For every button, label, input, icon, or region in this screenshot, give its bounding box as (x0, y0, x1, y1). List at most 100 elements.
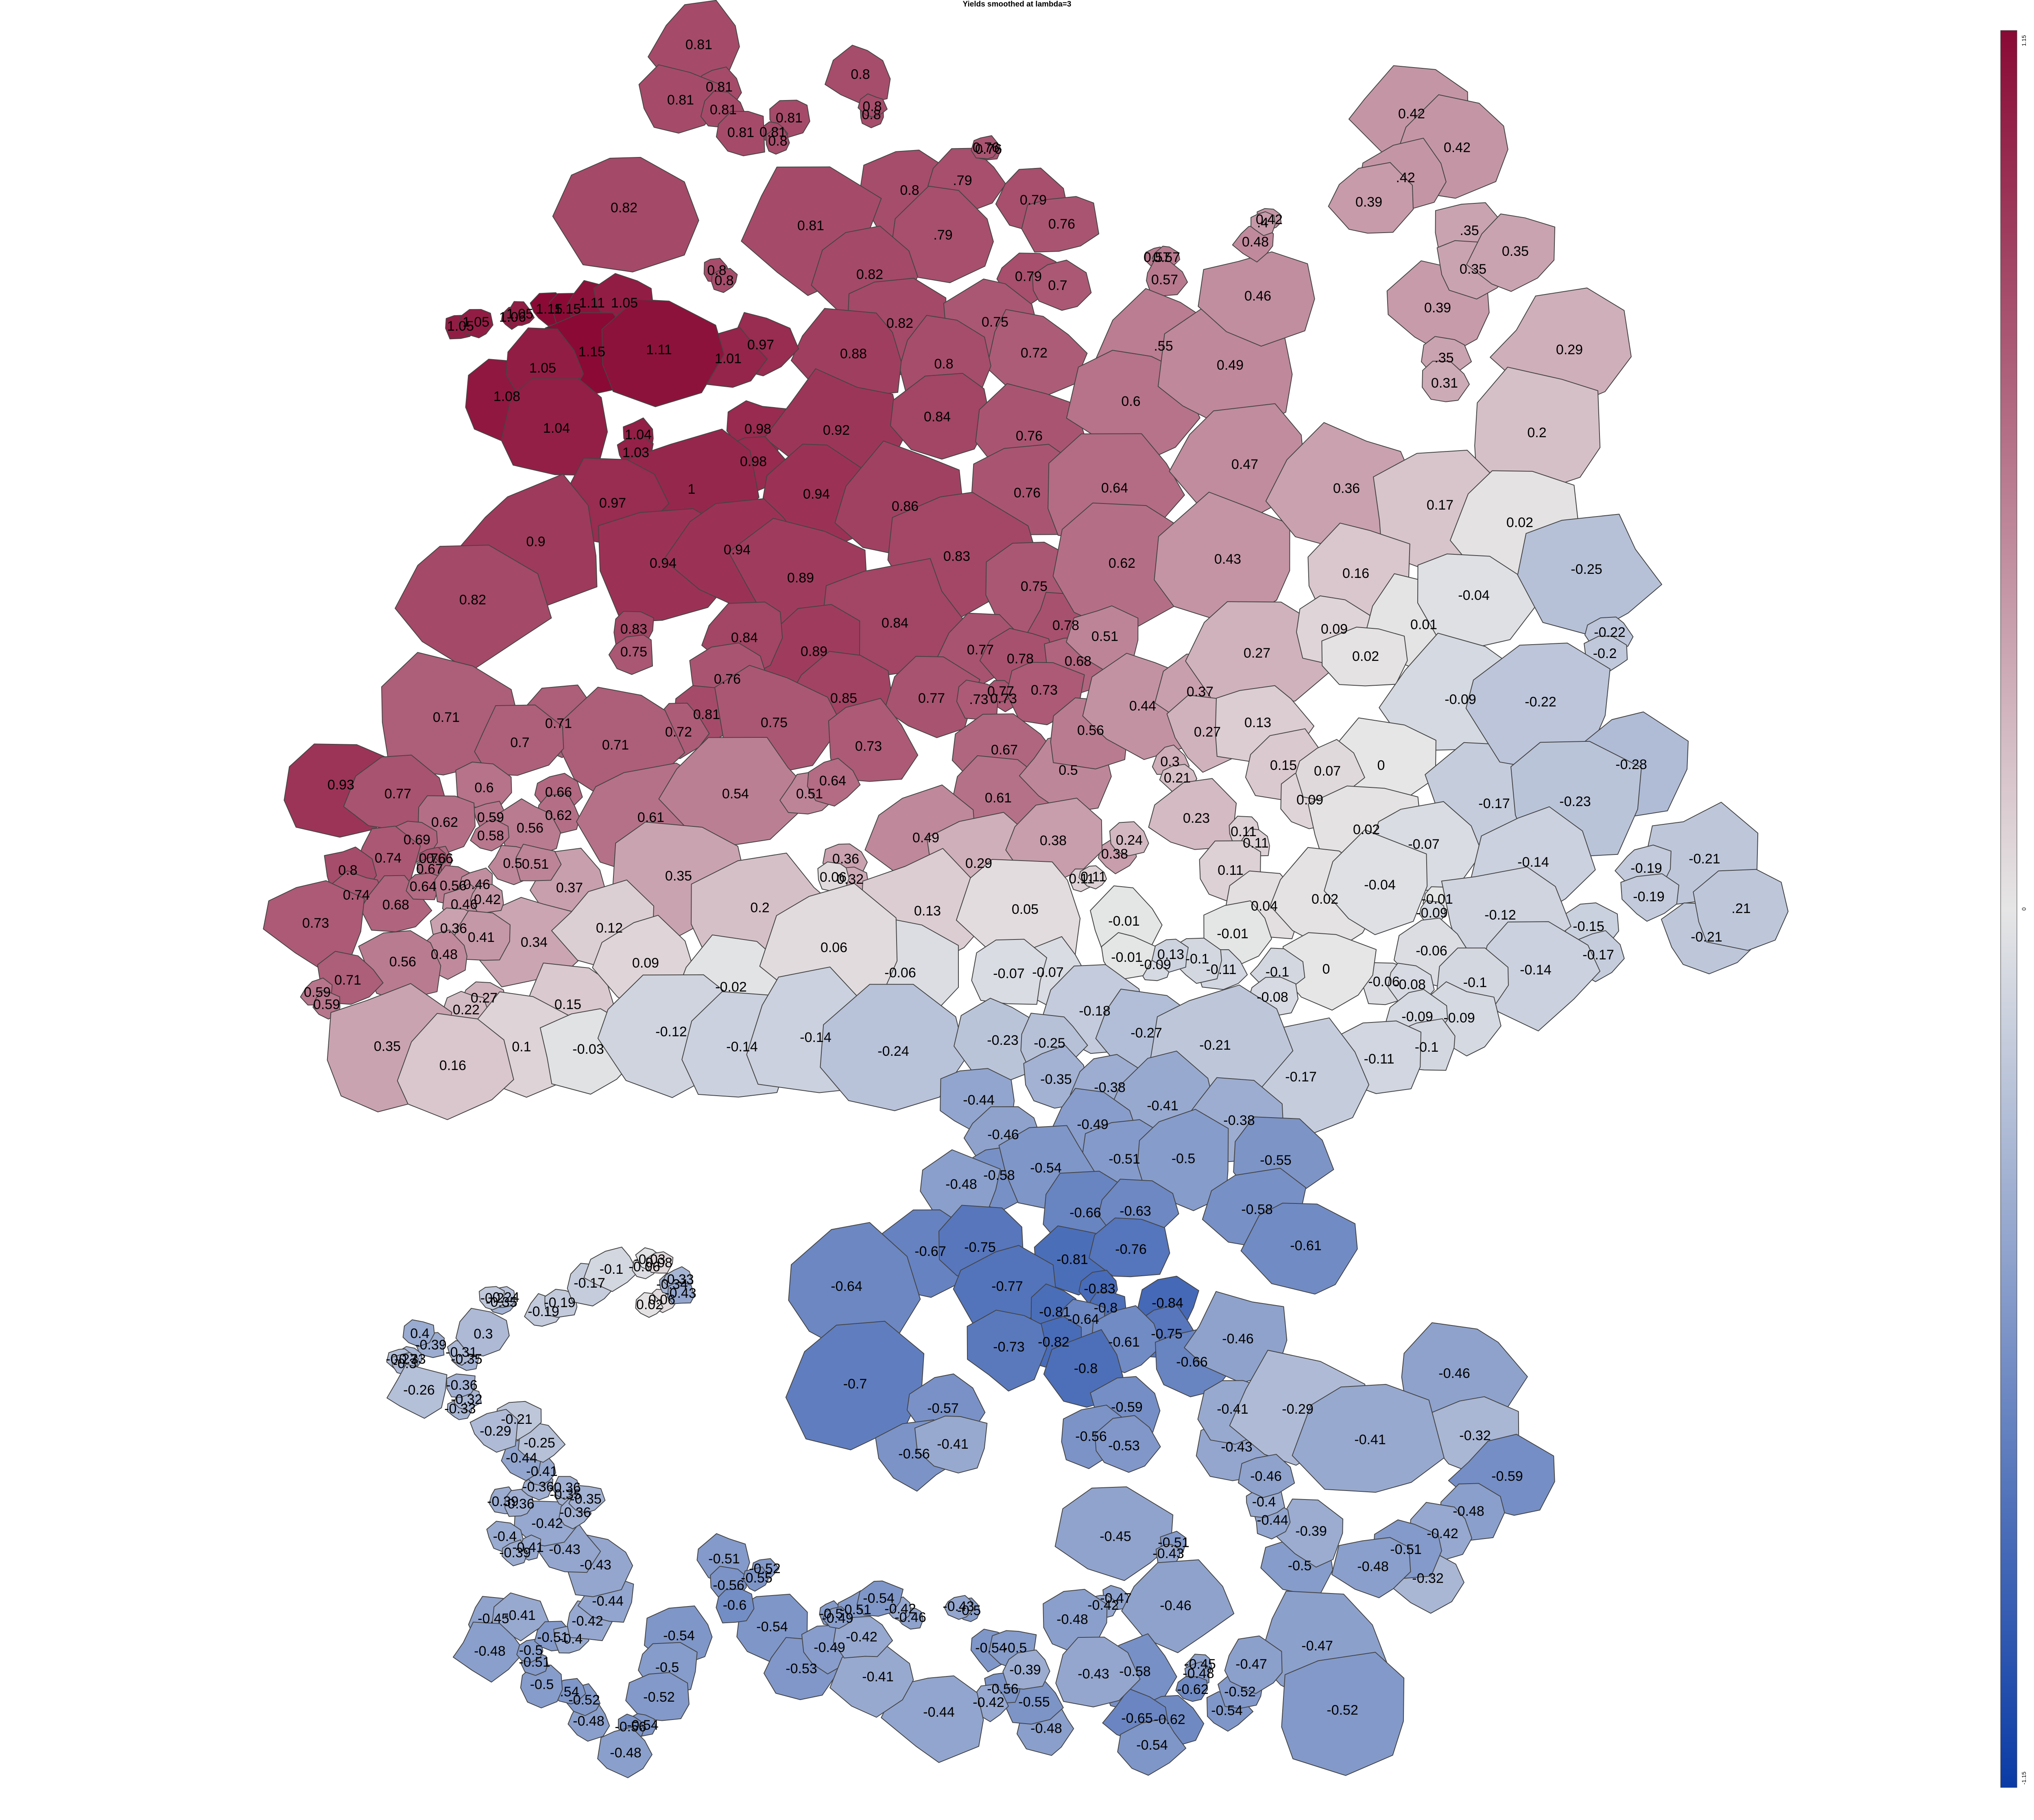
region-value-label: 1.04 (625, 427, 652, 442)
region-value-label: -0.07 (1408, 837, 1440, 852)
region-value-label: -0.51 (1390, 1542, 1422, 1557)
region-405 (446, 1373, 476, 1398)
region-319 (1238, 1454, 1295, 1498)
region-value-label: 0.81 (759, 124, 786, 140)
region-value-label: 1.08 (493, 389, 520, 404)
region-value-label: 0.71 (545, 716, 572, 731)
region-421 (583, 1247, 638, 1292)
region-value-label: 0.21 (1164, 770, 1191, 786)
region-value-label: 0.62 (1109, 556, 1135, 571)
region-value-label: -0.5 (957, 1603, 981, 1618)
region-value-label: -0.62 (1154, 1712, 1185, 1727)
region-value-label: 1.11 (579, 295, 605, 311)
region-132 (451, 910, 511, 961)
region-426 (635, 1292, 663, 1318)
region-value-label: -0.25 (1571, 562, 1602, 577)
regions-layer (263, 0, 1789, 1779)
colorbar: 1.15 0 -1.15 (2000, 30, 2027, 1788)
region-value-label: 0.78 (1007, 651, 1034, 667)
region-value-label: 0.76 (1048, 216, 1075, 232)
map-title: Yields smoothed at lambda=3 (962, 0, 1072, 9)
region-value-label: 0.77 (918, 691, 945, 706)
region-value-label: -0.5 (519, 1643, 543, 1658)
region-value-label: 0.2 (1527, 425, 1546, 440)
region-value-label: -0.47 (1301, 1638, 1333, 1654)
region-value-label: .79 (933, 227, 952, 243)
region-value-label: -0.17 (1285, 1069, 1317, 1085)
region-value-label: .79 (953, 173, 972, 188)
region-value-label: 0.76 (975, 142, 1002, 157)
region-value-label: -0.1 (600, 1262, 624, 1277)
region-value-label: -0.48 (610, 1745, 642, 1761)
region-value-label: 0.24 (1116, 833, 1143, 848)
region-value-label: -0.54 (1211, 1703, 1243, 1718)
region-value-label: 0.13 (914, 903, 941, 919)
region-83 (828, 698, 919, 782)
region-396 (568, 1485, 606, 1513)
region-value-label: 1.06 (499, 310, 526, 325)
region-value-label: -0.03 (634, 1252, 666, 1267)
region-value-label: 0.48 (431, 947, 458, 962)
region-value-label: -0.45 (1100, 1529, 1131, 1544)
region-value-label: 0.36 (440, 921, 467, 936)
region-value-label: -0.54 (756, 1619, 788, 1635)
region-355 (1002, 1649, 1050, 1690)
region-value-label: -0.45 (1184, 1657, 1216, 1672)
region-value-label: -0.08 (1394, 977, 1426, 992)
region-402 (469, 1409, 518, 1453)
region-368 (625, 1672, 690, 1721)
region-value-label: -0.17 (1582, 947, 1614, 963)
region-value-label: -0.02 (715, 979, 747, 995)
region-value-label: -0.09 (1139, 957, 1171, 972)
region-value-label: 0.89 (787, 570, 814, 586)
region-417 (479, 1286, 505, 1310)
region-150 (971, 135, 1000, 159)
region-221 (1693, 869, 1789, 951)
region-value-label: -0.42 (884, 1601, 916, 1617)
region-value-label: -0.41 (1147, 1098, 1178, 1114)
region-value-label: -0.44 (592, 1593, 624, 1609)
region-379 (453, 1622, 525, 1683)
region-4 (638, 64, 720, 134)
region-value-label: -0.76 (1115, 1242, 1147, 1257)
region-value-label: -0.48 (474, 1643, 506, 1659)
region-value-label: 0.16 (439, 1058, 466, 1073)
region-value-label: -0.52 (643, 1689, 675, 1705)
region-value-label: -0.45 (478, 1611, 509, 1626)
region-value-label: 0 (1323, 961, 1330, 977)
region-value-label: 0.5 (1058, 763, 1078, 778)
region-value-label: -0.42 (1087, 1598, 1119, 1613)
region-value-label: -0.12 (655, 1024, 687, 1040)
region-value-label: 0.88 (840, 346, 867, 362)
region-408 (402, 1319, 435, 1347)
region-value-label: -0.48 (1357, 1559, 1389, 1574)
region-value-label: 0.84 (731, 630, 758, 645)
region-value-label: 0.71 (433, 710, 460, 725)
region-value-label: -0.51 (840, 1602, 871, 1617)
region-value-label: 0.81 (693, 707, 720, 722)
region-value-label: 0.49 (912, 830, 939, 846)
region-value-label: -0.57 (927, 1401, 959, 1416)
region-value-label: 0.68 (1065, 654, 1091, 669)
region-value-label: -0.01 (1108, 913, 1140, 929)
region-value-label: 0.71 (334, 972, 361, 988)
region-value-label: -0.44 (923, 1704, 955, 1720)
region-value-label: -0.43 (943, 1599, 974, 1614)
region-value-label: -0.15 (1573, 919, 1604, 934)
region-value-label: -0.06 (1368, 974, 1400, 990)
region-value-label: -0.38 (1094, 1080, 1126, 1095)
region-value-label: 0.61 (637, 810, 664, 825)
region-113 (470, 819, 510, 852)
region-value-label: -0.03 (572, 1042, 604, 1057)
region-value-label: 1.15 (578, 344, 605, 360)
region-value-label: -0.8 (1074, 1361, 1098, 1376)
region-value-label: 0.29 (1556, 342, 1583, 357)
region-123 (406, 872, 442, 900)
region-value-label: 0.38 (1101, 846, 1128, 862)
region-value-label: 0.94 (803, 486, 830, 502)
region-181 (1466, 214, 1556, 292)
region-value-label: 0.51 (796, 786, 823, 802)
region-value-label: -0.82 (1038, 1334, 1069, 1350)
region-value-label: .35 (1460, 223, 1479, 238)
region-value-label: 0.83 (943, 549, 970, 564)
